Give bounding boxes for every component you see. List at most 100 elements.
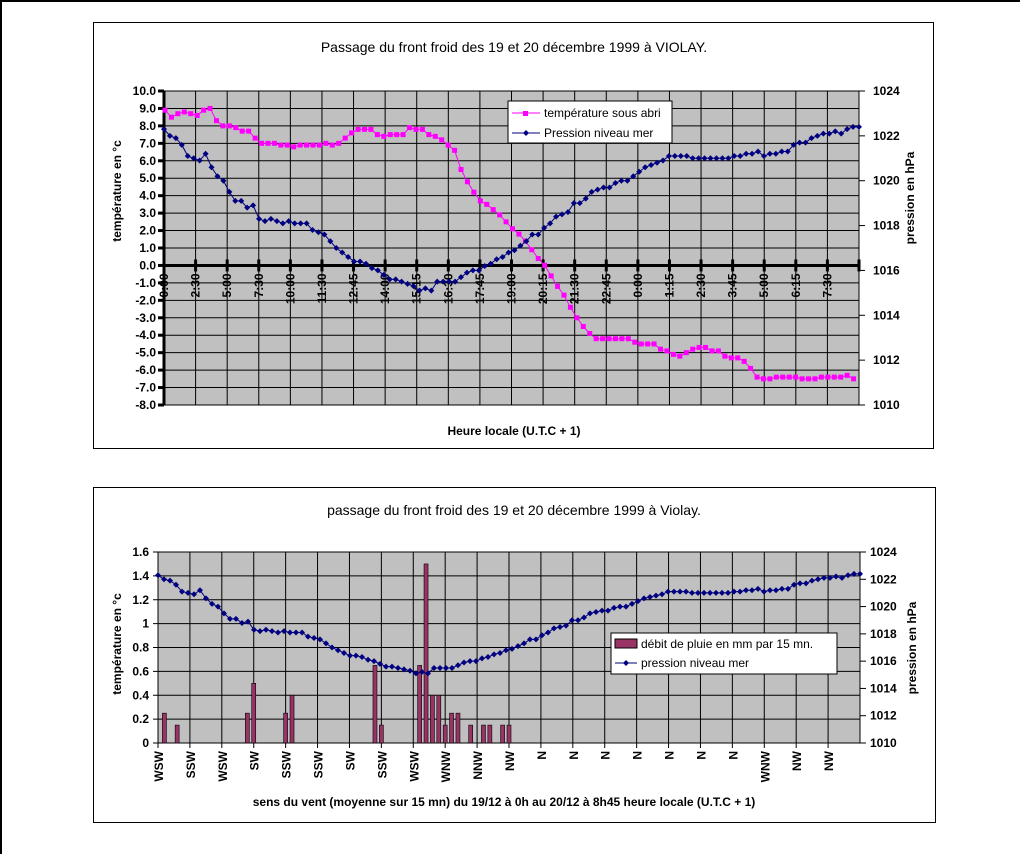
chart1-legend: température sous abri Pression niveau me… xyxy=(507,100,673,144)
pressure-data-point xyxy=(563,622,569,629)
pressure-data-point xyxy=(832,128,839,135)
pressure-data-point xyxy=(587,610,593,617)
chart2-y-tick-label: 0.2 xyxy=(132,712,149,726)
temperature-data-point xyxy=(600,336,606,342)
pressure-data-point xyxy=(345,253,352,260)
temperature-data-point xyxy=(780,374,786,380)
pressure-data-point xyxy=(327,238,334,245)
rain-bar xyxy=(436,694,442,744)
chart2-x-tick-label: SSW xyxy=(375,750,389,778)
temperature-data-point xyxy=(355,126,361,132)
chart1-legend-box xyxy=(507,100,673,144)
pressure-data-point xyxy=(570,200,577,207)
chart1-y-tick-label: -3.0 xyxy=(135,311,156,325)
chart1-x-tick-label: 1:15 xyxy=(662,273,676,297)
chart2-y-tick-label: 1 xyxy=(142,617,149,631)
pressure-data-point xyxy=(785,585,791,592)
chart2-y-tick-label: 1.4 xyxy=(132,569,149,583)
pressure-data-point xyxy=(317,636,323,643)
pressure-data-point xyxy=(309,227,316,234)
chart1-y-tick-label: -1.0 xyxy=(135,276,156,290)
rain-bar xyxy=(430,694,435,744)
pressure-data-point xyxy=(791,581,797,588)
pressure-data-point xyxy=(856,123,862,130)
pressure-data-point xyxy=(647,594,653,601)
pressure-data-point xyxy=(547,220,554,227)
pressure-data-point xyxy=(808,135,815,142)
temperature-data-point xyxy=(226,123,232,129)
pressure-data-point xyxy=(166,132,173,139)
pressure-data-point xyxy=(629,600,635,607)
pressure-data-point xyxy=(161,576,167,583)
pressure-data-point xyxy=(503,647,509,654)
pressure-data-point xyxy=(665,588,671,595)
chart2-x-tick-label: N xyxy=(726,751,740,760)
chart1-y2-tick-label: 1024 xyxy=(873,84,900,98)
chart2-x-tick-label: SSW xyxy=(312,750,326,778)
pressure-data-point xyxy=(642,164,649,171)
chart2-y2-tick-label: 1022 xyxy=(870,572,897,586)
pressure-data-point xyxy=(267,215,274,222)
rain-bar xyxy=(442,724,448,744)
pressure-data-point xyxy=(821,574,827,581)
pressure-data-point xyxy=(648,162,655,169)
chart1-y2-tick-label: 1012 xyxy=(873,353,900,367)
pressure-data-point xyxy=(790,141,797,148)
pressure-data-point xyxy=(659,157,666,164)
temperature-data-point xyxy=(419,126,425,132)
pressure-data-point xyxy=(335,647,341,654)
pressure-data-point xyxy=(833,573,839,580)
pressure-data-point xyxy=(665,153,672,160)
pressure-data-point xyxy=(281,628,287,635)
pressure-data-point xyxy=(695,155,702,162)
chart1-y-tick-label: -6.0 xyxy=(135,363,156,377)
chart1-y-axis-label: température en °c xyxy=(110,140,124,242)
pressure-data-point xyxy=(654,159,661,166)
pressure-data-point xyxy=(701,589,707,596)
pressure-data-point xyxy=(244,204,251,211)
temperature-data-point xyxy=(432,133,438,139)
temperature-data-point xyxy=(349,130,355,136)
chart2-x-tick-label: N xyxy=(567,751,581,760)
chart2-x-tick-label: N xyxy=(631,751,645,760)
rain-bar xyxy=(481,724,486,744)
pressure-data-point xyxy=(323,640,329,647)
chart2-y-tick-label: 1.2 xyxy=(132,593,149,607)
chart1-y2-tick-label: 1022 xyxy=(873,129,900,143)
temperature-data-point xyxy=(760,376,766,382)
pressure-data-point xyxy=(425,670,431,677)
pressure-data-point xyxy=(437,664,443,671)
pressure-data-point xyxy=(797,580,803,587)
pressure-data-point xyxy=(287,629,293,636)
temperature-data-point xyxy=(471,189,477,195)
chart1-y-tick-label: -5.0 xyxy=(135,346,156,360)
pressure-data-point xyxy=(407,667,413,674)
rain-bar xyxy=(174,724,180,744)
chart2-x-tick-label: WNW xyxy=(439,750,453,782)
pressure-data-point xyxy=(167,577,173,584)
chart2-legend-box xyxy=(610,632,838,675)
rain-bar xyxy=(289,694,295,744)
pressure-data-point xyxy=(624,177,631,184)
pressure-data-point xyxy=(458,274,465,281)
pressure-data-point xyxy=(558,211,565,218)
pressure-data-point xyxy=(523,238,530,245)
temperature-data-point xyxy=(271,140,277,146)
temperature-data-point xyxy=(291,144,297,150)
pressure-data-point xyxy=(173,581,179,588)
pressure-data-point xyxy=(850,123,857,130)
pressure-data-point xyxy=(743,587,749,594)
pressure-data-point xyxy=(755,148,762,155)
pressure-data-point xyxy=(766,150,773,157)
pressure-data-point xyxy=(493,256,500,263)
temperature-data-point xyxy=(194,112,200,118)
pressure-data-point xyxy=(392,276,399,283)
chart1-y-tick-label: 9.0 xyxy=(139,101,156,115)
chart2-legend-rain: débit de pluie en mm par 15 mn. xyxy=(641,637,813,651)
chart1-y2-tick-label: 1016 xyxy=(873,263,900,277)
pressure-data-point xyxy=(689,155,696,162)
chart2-x-tick-label: SSW xyxy=(184,750,198,778)
pressure-data-point xyxy=(713,589,719,596)
temperature-data-point xyxy=(413,126,419,132)
pressure-data-point xyxy=(499,253,506,260)
